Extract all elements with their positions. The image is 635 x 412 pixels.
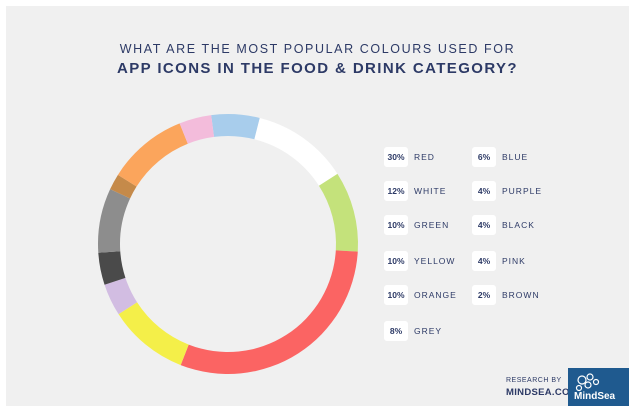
legend-label: BLUE: [502, 152, 529, 162]
infographic: WHAT ARE THE MOST POPULAR COLOURS USED F…: [6, 6, 629, 406]
mindsea-logo-text: MindSea: [574, 391, 616, 402]
donut-chart: [98, 114, 358, 374]
legend-item-yellow: 10% YELLOW: [384, 250, 455, 272]
donut-slice-pink: [179, 115, 214, 144]
legend-item-white: 12% WHITE: [384, 180, 446, 202]
mindsea-logo: [568, 368, 629, 406]
legend-value: 30%: [384, 147, 408, 167]
legend-item-purple: 4% PURPLE: [472, 180, 542, 202]
legend-value: 4%: [472, 215, 496, 235]
chart-subtitle: APP ICONS IN THE FOOD & DRINK CATEGORY?: [116, 60, 518, 77]
legend-item-black: 4% BLACK: [472, 214, 535, 236]
donut-slice-red: [180, 250, 358, 374]
research-by-label: RESEARCH BY: [506, 377, 562, 384]
legend-value: 2%: [472, 285, 496, 305]
legend-item-pink: 4% PINK: [472, 250, 526, 272]
donut-slice-orange: [117, 123, 188, 187]
mindsea-link[interactable]: MINDSEA.COM: [506, 387, 578, 398]
legend-value: 10%: [384, 251, 408, 271]
legend-label: WHITE: [414, 186, 447, 196]
legend-value: 4%: [472, 181, 496, 201]
legend-label: PINK: [502, 256, 526, 266]
donut-slice-blue: [211, 114, 260, 140]
legend-value: 4%: [472, 251, 496, 271]
legend-item-brown: 2% BROWN: [472, 284, 540, 306]
donut-slice-green: [318, 173, 358, 252]
donut-slice-brown: [110, 174, 137, 199]
legend-value: 10%: [384, 285, 408, 305]
legend-label: BROWN: [502, 290, 540, 300]
legend-label: ORANGE: [414, 290, 457, 300]
legend-value: 12%: [384, 181, 408, 201]
legend-item-blue: 6% BLUE: [472, 146, 528, 168]
legend-value: 8%: [384, 321, 408, 341]
legend-value: 6%: [472, 147, 496, 167]
donut-slice-yellow: [118, 302, 189, 366]
chart-title: WHAT ARE THE MOST POPULAR COLOURS USED F…: [119, 42, 516, 56]
legend-item-green: 10% GREEN: [384, 214, 449, 236]
legend-item-grey: 8% GREY: [384, 320, 442, 342]
legend-label: PURPLE: [502, 186, 543, 196]
donut-slice-purple: [104, 277, 138, 315]
legend-label: RED: [414, 152, 435, 162]
legend-value: 10%: [384, 215, 408, 235]
legend-label: BLACK: [502, 220, 535, 230]
legend-label: YELLOW: [414, 256, 456, 266]
donut-slice-white: [254, 117, 338, 186]
legend-item-orange: 10% ORANGE: [384, 284, 457, 306]
mindsea-logo-mark: [575, 373, 600, 392]
donut-slice-grey: [98, 189, 131, 253]
legend-item-red: 30% RED: [384, 146, 435, 168]
legend-label: GREY: [414, 326, 443, 336]
donut-slice-black: [98, 251, 126, 285]
legend-label: GREEN: [414, 220, 450, 230]
